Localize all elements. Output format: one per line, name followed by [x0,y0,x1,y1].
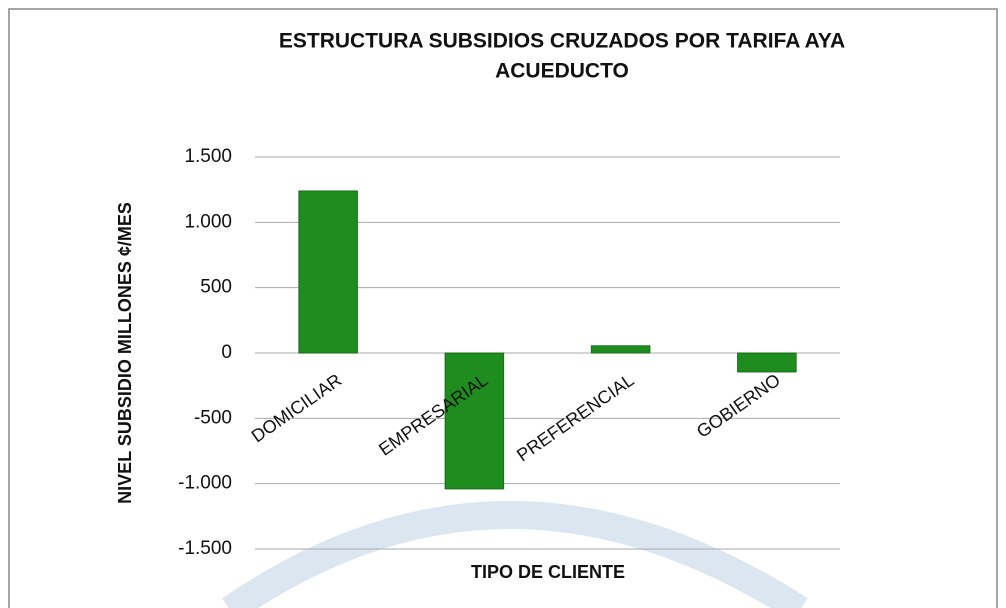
bar [590,345,651,354]
y-tick-label: -500 [194,407,232,428]
x-axis-label: TIPO DE CLIENTE [471,562,625,582]
bar [444,352,505,490]
y-tick-label: -1.000 [178,473,232,494]
y-tick-label: -1.500 [178,538,232,559]
watermark [222,501,808,608]
y-tick-label: 500 [200,277,232,298]
y-tick-label: 1.000 [184,211,232,232]
chart-title: ACUEDUCTO [495,60,629,83]
y-axis-label: NIVEL SUBSIDIO MILLONES ¢/MES [115,202,135,504]
bar [737,352,797,373]
chart-title: ESTRUCTURA SUBSIDIOS CRUZADOS POR TARIFA… [279,30,845,53]
y-tick-label: 1.500 [184,146,232,167]
bar [298,190,358,354]
y-tick-label: 0 [221,342,232,363]
